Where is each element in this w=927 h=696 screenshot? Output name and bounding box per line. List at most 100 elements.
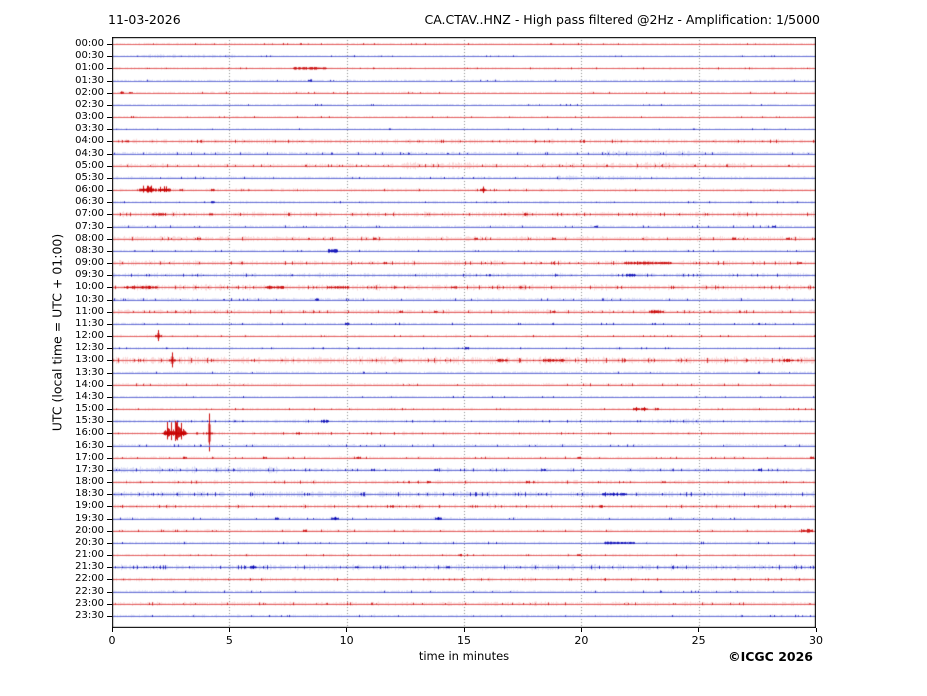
x-tick-mark bbox=[111, 628, 113, 632]
y-tick-mark bbox=[107, 93, 112, 94]
y-tick-label: 09:00 bbox=[75, 257, 104, 269]
y-tick-mark bbox=[107, 117, 112, 118]
y-tick-mark bbox=[107, 154, 112, 155]
y-tick-label: 15:00 bbox=[75, 403, 104, 415]
y-tick-mark bbox=[107, 385, 112, 386]
y-tick-label: 19:00 bbox=[75, 500, 104, 512]
y-tick-label: 01:00 bbox=[75, 62, 104, 74]
x-tick-label: 25 bbox=[691, 634, 706, 647]
y-tick-mark bbox=[107, 519, 112, 520]
y-tick-label: 21:00 bbox=[75, 549, 104, 561]
y-tick-mark bbox=[107, 555, 112, 556]
y-tick-label: 13:00 bbox=[75, 354, 104, 366]
y-tick-mark bbox=[107, 202, 112, 203]
y-tick-label: 17:00 bbox=[75, 451, 104, 463]
y-tick-mark bbox=[107, 56, 112, 57]
y-tick-mark bbox=[107, 312, 112, 313]
y-tick-mark bbox=[107, 275, 112, 276]
y-tick-label: 18:00 bbox=[75, 476, 104, 488]
x-tick-label: 30 bbox=[809, 634, 823, 647]
y-tick-label: 11:30 bbox=[75, 317, 104, 329]
y-tick-label: 23:00 bbox=[75, 597, 104, 609]
y-tick-mark bbox=[107, 494, 112, 495]
figure-title: CA.CTAV..HNZ - High pass filtered @2Hz -… bbox=[424, 12, 820, 27]
y-tick-mark bbox=[107, 239, 112, 240]
y-tick-label: 00:30 bbox=[75, 50, 104, 62]
y-tick-label: 14:30 bbox=[75, 390, 104, 402]
y-tick-mark bbox=[107, 421, 112, 422]
y-tick-label: 06:30 bbox=[75, 196, 104, 208]
x-tick-label: 10 bbox=[339, 634, 354, 647]
y-tick-label: 01:30 bbox=[75, 74, 104, 86]
y-tick-label: 06:00 bbox=[75, 184, 104, 196]
y-tick-mark bbox=[107, 190, 112, 191]
y-tick-label: 11:00 bbox=[75, 305, 104, 317]
y-tick-label: 17:30 bbox=[75, 463, 104, 475]
y-tick-label: 18:30 bbox=[75, 488, 104, 500]
y-tick-mark bbox=[107, 44, 112, 45]
y-tick-mark bbox=[107, 470, 112, 471]
y-tick-mark bbox=[107, 68, 112, 69]
y-tick-label: 12:30 bbox=[75, 342, 104, 354]
x-tick-mark bbox=[346, 628, 348, 632]
y-tick-label: 10:00 bbox=[75, 281, 104, 293]
y-tick-mark bbox=[107, 227, 112, 228]
y-tick-mark bbox=[107, 166, 112, 167]
y-tick-mark bbox=[107, 397, 112, 398]
y-tick-mark bbox=[107, 506, 112, 507]
y-tick-mark bbox=[107, 287, 112, 288]
y-tick-label: 02:30 bbox=[75, 98, 104, 110]
y-tick-label: 03:00 bbox=[75, 111, 104, 123]
y-tick-mark bbox=[107, 141, 112, 142]
y-tick-mark bbox=[107, 579, 112, 580]
y-tick-mark bbox=[107, 616, 112, 617]
y-tick-mark bbox=[107, 543, 112, 544]
y-tick-mark bbox=[107, 373, 112, 374]
y-tick-label: 14:00 bbox=[75, 378, 104, 390]
y-tick-label: 05:00 bbox=[75, 159, 104, 171]
y-tick-label: 21:30 bbox=[75, 561, 104, 573]
y-tick-label: 08:30 bbox=[75, 244, 104, 256]
y-tick-mark bbox=[107, 105, 112, 106]
y-tick-mark bbox=[107, 178, 112, 179]
x-tick-mark bbox=[815, 628, 817, 632]
x-axis-label: time in minutes bbox=[418, 649, 510, 663]
x-tick-mark bbox=[580, 628, 582, 632]
x-tick-label: 15 bbox=[457, 634, 471, 647]
y-tick-mark bbox=[107, 482, 112, 483]
figure-date: 11-03-2026 bbox=[108, 12, 181, 27]
y-tick-mark bbox=[107, 129, 112, 130]
y-tick-label: 10:30 bbox=[75, 293, 104, 305]
x-tick-label: 5 bbox=[225, 634, 233, 647]
y-tick-label: 07:00 bbox=[75, 208, 104, 220]
y-tick-mark bbox=[107, 458, 112, 459]
y-tick-mark bbox=[107, 348, 112, 349]
y-tick-mark bbox=[107, 81, 112, 82]
y-tick-label: 00:00 bbox=[75, 38, 104, 49]
y-tick-label: 20:00 bbox=[75, 524, 104, 536]
y-tick-label: 12:00 bbox=[75, 330, 104, 342]
y-tick-mark bbox=[107, 531, 112, 532]
x-tick-label: 0 bbox=[108, 634, 116, 647]
x-tick-mark bbox=[228, 628, 230, 632]
x-tick-label: 20 bbox=[574, 634, 589, 647]
y-tick-label: 20:30 bbox=[75, 536, 104, 548]
y-tick-mark bbox=[107, 336, 112, 337]
y-tick-label: 22:30 bbox=[75, 585, 104, 597]
y-tick-mark bbox=[107, 251, 112, 252]
y-tick-mark bbox=[107, 433, 112, 434]
x-tick-mark bbox=[463, 628, 465, 632]
y-tick-label: 08:00 bbox=[75, 232, 104, 244]
y-tick-label: 04:30 bbox=[75, 147, 104, 159]
y-tick-mark bbox=[107, 324, 112, 325]
y-tick-mark bbox=[107, 604, 112, 605]
y-tick-label: 02:00 bbox=[75, 86, 104, 98]
y-tick-label: 04:00 bbox=[75, 135, 104, 147]
y-tick-mark bbox=[107, 360, 112, 361]
y-tick-mark bbox=[107, 214, 112, 215]
y-tick-mark bbox=[107, 567, 112, 568]
y-tick-label: 16:00 bbox=[75, 427, 104, 439]
y-tick-mark bbox=[107, 592, 112, 593]
copyright-credit: ©ICGC 2026 bbox=[728, 649, 813, 664]
